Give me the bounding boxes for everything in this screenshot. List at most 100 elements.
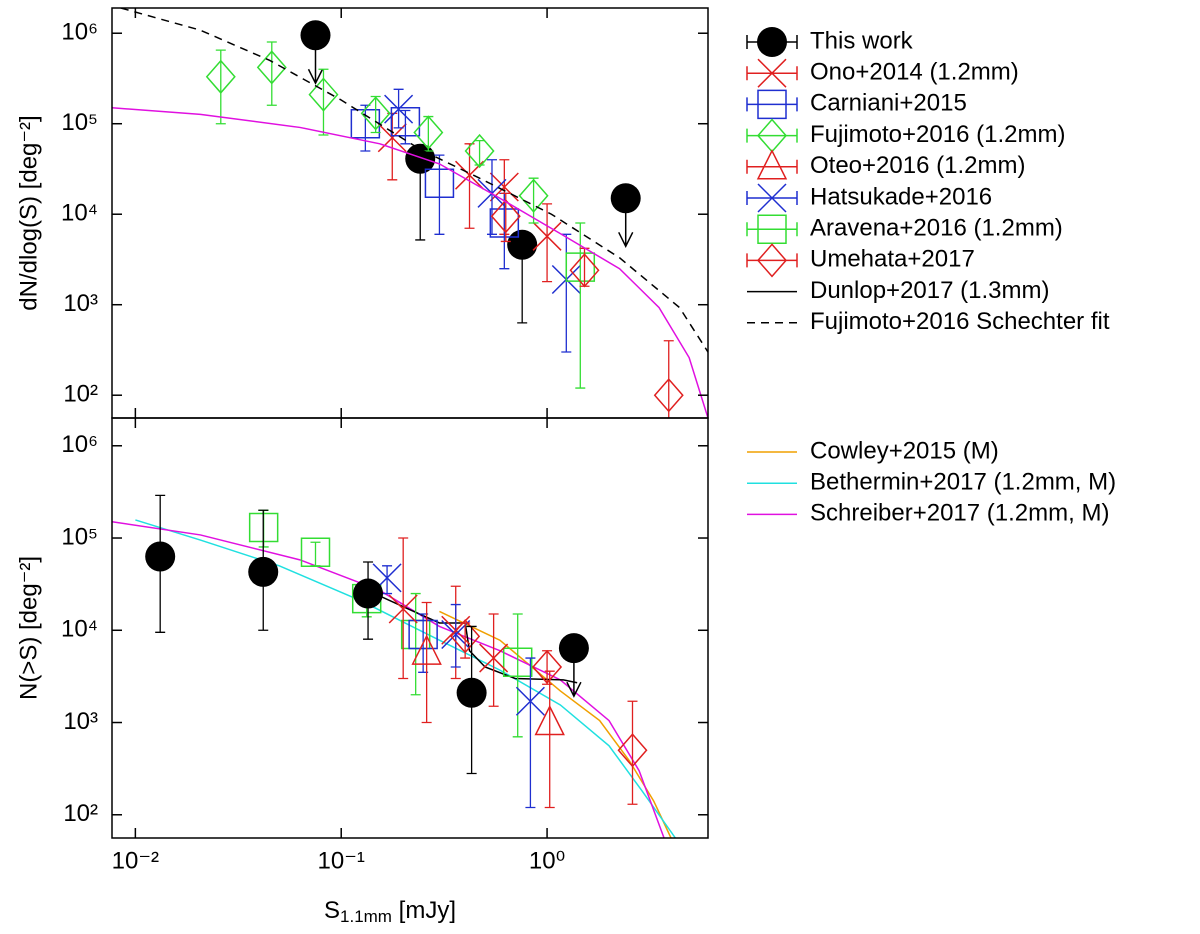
marker (248, 512, 279, 543)
error-bar (421, 601, 432, 724)
legend-errorbar (746, 97, 798, 112)
error-bar (663, 340, 674, 418)
error-bar (434, 154, 445, 235)
legend-errorbar (746, 128, 798, 143)
legend-errorbar (746, 159, 798, 174)
y-axis-label: N(>S) [deg⁻²] (15, 556, 42, 700)
error-bar (486, 159, 497, 235)
y-tick-label: 10⁶ (61, 19, 98, 46)
y-axis-label: dN/dlog(S) [deg⁻²] (15, 115, 42, 310)
model-line (112, 521, 665, 838)
x-axis-label: S1.1mm [mJy] (324, 897, 456, 926)
marker (408, 619, 438, 650)
error-bar (512, 613, 523, 738)
error-bar (410, 592, 421, 696)
marker (145, 541, 176, 572)
legend-label: Dunlop+2017 (1.3mm) (810, 277, 1049, 304)
model-line (135, 519, 676, 838)
legend-marker (757, 27, 787, 57)
marker (489, 208, 520, 238)
legend-marker (756, 149, 788, 180)
legend-label: Oteo+2016 (1.2mm) (810, 152, 1025, 179)
marker (617, 733, 648, 768)
x-tick-label: 10⁻¹ (318, 847, 365, 874)
marker (507, 229, 538, 260)
plot-area (112, 8, 708, 418)
error-bar (542, 203, 553, 283)
error-bar (544, 670, 555, 809)
model-line (120, 8, 708, 353)
y-tick-label: 10³ (63, 290, 98, 317)
y-tick-label: 10⁵ (61, 523, 98, 550)
y-tick-label: 10⁴ (61, 200, 98, 227)
error-bar (266, 41, 277, 106)
y-tick-label: 10³ (63, 708, 98, 735)
marker (518, 178, 549, 213)
marker (411, 634, 442, 665)
marker (464, 133, 495, 169)
marker (384, 94, 414, 124)
x-label-rest: [mJy] (392, 897, 456, 924)
marker (456, 677, 487, 708)
marker (515, 686, 545, 716)
legend-label: Hatsukade+2016 (810, 183, 992, 210)
legend-marker (757, 89, 787, 120)
plot-frame (111, 417, 709, 839)
y-tick-label: 10⁵ (61, 109, 98, 136)
y-tick-label: 10² (63, 381, 98, 408)
legend-marker (757, 58, 787, 88)
error-bar (310, 541, 321, 567)
marker (300, 20, 331, 51)
legend-label: Ono+2014 (1.2mm) (810, 59, 1019, 86)
marker (300, 537, 331, 568)
marker (653, 378, 684, 413)
x-tick-label: 10⁰ (529, 847, 565, 874)
marker (558, 633, 589, 664)
error-bar (575, 222, 586, 389)
legend-marker (757, 214, 787, 244)
error-bar (528, 177, 539, 224)
marker (610, 183, 641, 214)
error-bar (464, 143, 475, 229)
error-bar (561, 233, 572, 353)
x-label-sub: 1.1mm (340, 907, 392, 926)
error-bar (627, 700, 638, 805)
marker (532, 649, 563, 685)
plot-frame (111, 7, 709, 419)
x-tick-label: 10⁻² (112, 847, 159, 874)
marker (360, 96, 391, 131)
legend-label: Aravena+2016 (1.2mm) (810, 215, 1063, 242)
legend-errorbar (746, 222, 798, 237)
marker (205, 59, 236, 94)
marker (353, 578, 384, 609)
marker (490, 199, 521, 234)
legend-label: Schreiber+2017 (1.2mm, M) (810, 500, 1109, 527)
legend-label: Umehata+2017 (810, 246, 975, 273)
legend-label: Bethermin+2017 (1.2mm, M) (810, 469, 1116, 496)
marker (424, 168, 455, 198)
error-bar (525, 657, 536, 809)
legend-marker (757, 183, 787, 213)
error-bar (488, 613, 499, 707)
legend-label: This work (810, 27, 914, 54)
marker (479, 643, 509, 673)
legend-label: Cowley+2015 (M) (810, 437, 999, 464)
marker (248, 556, 279, 587)
legend-errorbar (746, 253, 798, 268)
marker (502, 647, 533, 678)
error-bar (474, 140, 485, 166)
marker (532, 221, 562, 251)
marker (569, 253, 600, 288)
y-tick-label: 10⁴ (61, 616, 98, 643)
model-line (439, 610, 672, 838)
marker (450, 619, 481, 654)
marker (534, 704, 565, 736)
legend-label: Fujimoto+2016 (1.2mm) (810, 121, 1065, 148)
legend-label: Fujimoto+2016 Schechter fit (810, 308, 1110, 335)
marker (388, 594, 418, 624)
marker (256, 50, 287, 85)
x-label-base: S (324, 897, 340, 924)
y-tick-label: 10⁶ (61, 431, 98, 458)
